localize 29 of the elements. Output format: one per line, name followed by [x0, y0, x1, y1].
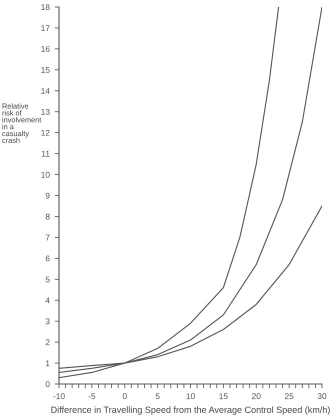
y-tick-label: 9 [46, 192, 50, 199]
x-tick-label: -10 [53, 393, 65, 400]
y-tick-label: 0 [46, 381, 50, 388]
x-tick-label: 10 [186, 393, 195, 400]
y-tick-label: 8 [46, 214, 50, 220]
y-tick-label: 4 [46, 298, 50, 304]
y-tick-label: 7 [46, 234, 50, 240]
y-tick-label: 17 [41, 25, 50, 31]
x-tick-label: 30 [318, 393, 326, 400]
x-axis-title: Difference in Travelling Speed from the Average Control Speed (km/h) [51, 406, 330, 415]
y-tick-label: 14 [41, 88, 50, 94]
y-tick-label: 16 [41, 46, 50, 52]
x-tick-label: 25 [284, 393, 294, 400]
x-tick-label: 5 [156, 393, 160, 400]
y-tick-label: 1 [46, 360, 50, 366]
y-tick-label: 13 [41, 108, 50, 115]
y-tick-label: 12 [41, 130, 50, 136]
y-tick-label: 10 [41, 172, 50, 178]
y-tick-label: 15 [41, 67, 50, 73]
y-tick-label: 6 [46, 256, 50, 262]
x-tick-label: 0 [122, 393, 127, 400]
y-tick-label: 18 [41, 4, 50, 10]
y-tick-label: 5 [46, 276, 50, 282]
y-tick-label: 3 [46, 318, 50, 324]
x-tick-label: 15 [219, 393, 228, 400]
x-tick-label: 20 [252, 393, 261, 400]
y-tick-label: 11 [42, 150, 50, 157]
x-tick-label: -5 [88, 393, 96, 400]
y-tick-label: 2 [46, 339, 50, 346]
